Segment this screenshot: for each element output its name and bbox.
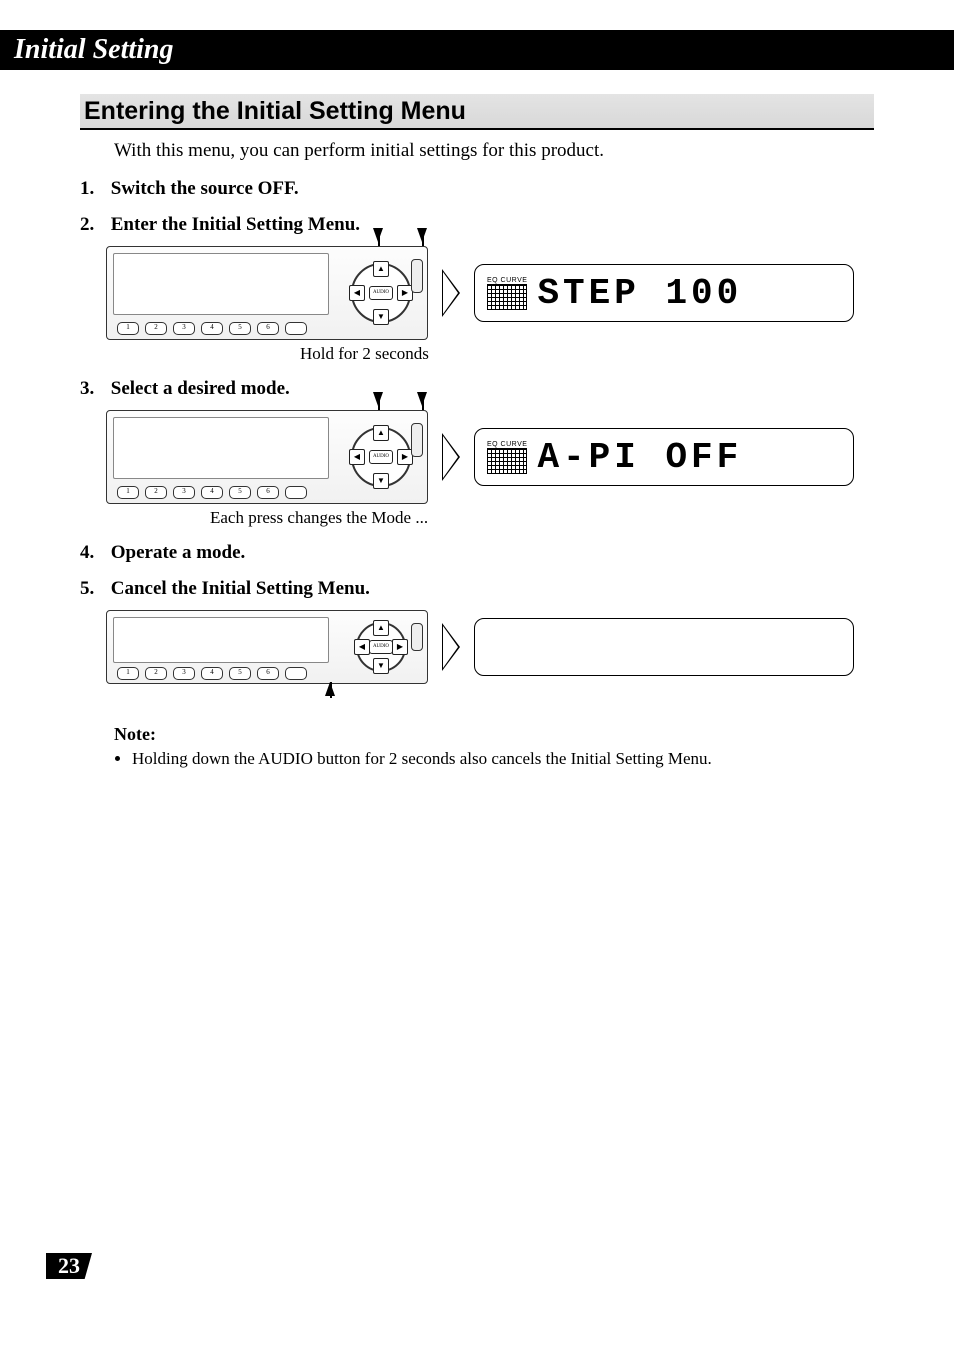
preset-btn: 1 xyxy=(117,486,139,499)
step-2: Enter the Initial Setting Menu. 1 2 3 4 xyxy=(80,214,874,364)
dpad-left-icon: ◀ xyxy=(354,639,370,655)
section-intro: With this menu, you can perform initial … xyxy=(114,140,874,162)
preset-btn xyxy=(285,486,307,499)
chevron-right-icon xyxy=(442,433,460,481)
head-unit-illustration: 1 2 3 4 5 6 ▲ ▼ xyxy=(106,410,428,504)
preset-btn: 4 xyxy=(201,322,223,335)
eq-bars-icon xyxy=(487,284,527,310)
step-head: Select a desired mode. xyxy=(111,378,290,399)
dpad-up-icon: ▲ xyxy=(373,620,389,636)
preset-btn: 2 xyxy=(145,322,167,335)
manual-page: Initial Setting Entering the Initial Set… xyxy=(0,0,954,1355)
figure-row: 1 2 3 4 5 6 ▲ ▼ xyxy=(106,610,874,684)
lcd-text: STEP 100 xyxy=(537,273,841,314)
preset-btn: 2 xyxy=(145,486,167,499)
lcd-screen: EQ CURVE STEP 100 xyxy=(474,264,854,322)
preset-btn: 5 xyxy=(229,322,251,335)
steps-list: Switch the source OFF. Enter the Initial… xyxy=(80,178,874,684)
chevron-right-icon xyxy=(442,623,460,671)
step-5: Cancel the Initial Setting Menu. 1 2 3 4… xyxy=(80,578,874,684)
figure-caption: Each press changes the Mode ... xyxy=(210,508,874,528)
preset-btn xyxy=(285,667,307,680)
preset-btn: 2 xyxy=(145,667,167,680)
dpad-illustration: ▲ ▼ ◀ ▶ AUDIO xyxy=(351,263,411,323)
note-head: Note: xyxy=(114,724,874,745)
figure-caption: Hold for 2 seconds xyxy=(300,344,874,364)
unit-display xyxy=(113,617,329,663)
lcd-text: A-PI OFF xyxy=(537,437,841,478)
eq-curve-label: EQ CURVE xyxy=(487,441,527,448)
preset-btn: 6 xyxy=(257,486,279,499)
preset-btn xyxy=(285,322,307,335)
preset-btn: 6 xyxy=(257,322,279,335)
preset-row: 1 2 3 4 5 6 xyxy=(117,486,307,499)
arrow-up-icon xyxy=(325,682,335,696)
step-head: Switch the source OFF. xyxy=(111,178,299,199)
dpad-left-icon: ◀ xyxy=(349,449,365,465)
step-4: Operate a mode. xyxy=(80,542,874,564)
section-title: Entering the Initial Setting Menu xyxy=(80,94,874,130)
dpad-center: AUDIO xyxy=(369,640,393,654)
dpad-down-icon: ▼ xyxy=(373,309,389,325)
dpad-illustration: ▲ ▼ ◀ ▶ AUDIO xyxy=(356,622,406,672)
step-head: Cancel the Initial Setting Menu. xyxy=(111,578,370,599)
preset-btn: 1 xyxy=(117,667,139,680)
eq-curve-label: EQ CURVE xyxy=(487,277,527,284)
step-3: Select a desired mode. 1 2 3 4 5 xyxy=(80,378,874,528)
preset-row: 1 2 3 4 5 6 xyxy=(117,667,307,680)
chevron-right-icon xyxy=(442,269,460,317)
page-number: 23 xyxy=(46,1253,92,1279)
preset-btn: 1 xyxy=(117,322,139,335)
step-1: Switch the source OFF. xyxy=(80,178,874,200)
head-unit-illustration: 1 2 3 4 5 6 ▲ ▼ xyxy=(106,610,428,684)
preset-row: 1 2 3 4 5 6 xyxy=(117,322,307,335)
figure-row: 1 2 3 4 5 6 ▲ ▼ xyxy=(106,410,874,504)
preset-btn: 6 xyxy=(257,667,279,680)
preset-btn: 5 xyxy=(229,667,251,680)
note-block: Note: Holding down the AUDIO button for … xyxy=(114,724,874,769)
unit-display xyxy=(113,253,329,315)
dpad-illustration: ▲ ▼ ◀ ▶ AUDIO xyxy=(351,427,411,487)
step-head: Enter the Initial Setting Menu. xyxy=(111,214,360,235)
lcd-screen-empty xyxy=(474,618,854,676)
preset-btn: 4 xyxy=(201,486,223,499)
dpad-up-icon: ▲ xyxy=(373,425,389,441)
side-button-icon xyxy=(411,259,423,293)
dpad-center: AUDIO xyxy=(369,286,393,300)
dpad-down-icon: ▼ xyxy=(373,658,389,674)
note-item: Holding down the AUDIO button for 2 seco… xyxy=(132,749,874,769)
dpad-right-icon: ▶ xyxy=(392,639,408,655)
unit-display xyxy=(113,417,329,479)
dpad-up-icon: ▲ xyxy=(373,261,389,277)
step-head: Operate a mode. xyxy=(111,542,246,563)
dpad-left-icon: ◀ xyxy=(349,285,365,301)
eq-bars-icon xyxy=(487,448,527,474)
head-unit-illustration: 1 2 3 4 5 6 ▲ ▼ xyxy=(106,246,428,340)
preset-btn: 4 xyxy=(201,667,223,680)
preset-btn: 3 xyxy=(173,486,195,499)
preset-btn: 5 xyxy=(229,486,251,499)
chapter-title: Initial Setting xyxy=(14,34,174,65)
preset-btn: 3 xyxy=(173,322,195,335)
lcd-screen: EQ CURVE A-PI OFF xyxy=(474,428,854,486)
dpad-down-icon: ▼ xyxy=(373,473,389,489)
side-button-icon xyxy=(411,623,423,651)
side-button-icon xyxy=(411,423,423,457)
preset-btn: 3 xyxy=(173,667,195,680)
dpad-center: AUDIO xyxy=(369,450,393,464)
chapter-title-band: Initial Setting xyxy=(0,30,954,70)
figure-row: 1 2 3 4 5 6 ▲ ▼ xyxy=(106,246,874,340)
